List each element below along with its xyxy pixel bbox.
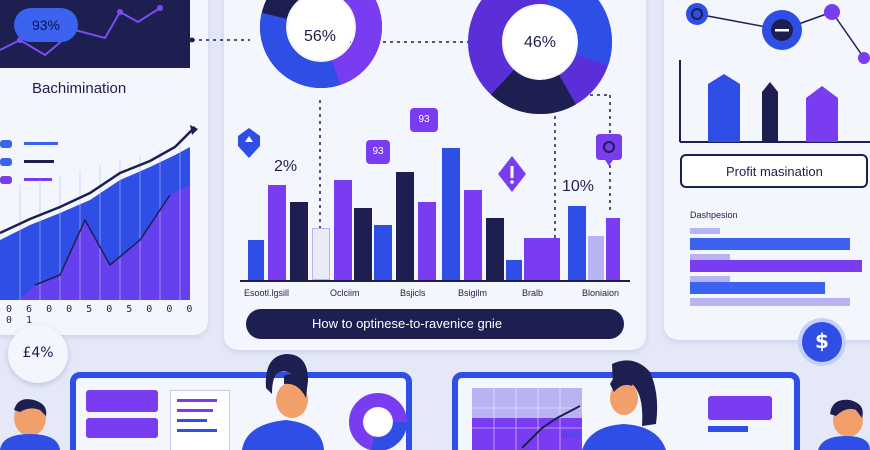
bar: [354, 208, 372, 280]
x-label: Esootl.lgsill: [244, 288, 290, 298]
line: [177, 409, 213, 412]
list-bar: [690, 298, 850, 306]
bar: [524, 238, 560, 280]
right-title-card: Profit masination: [680, 154, 868, 188]
left-header-strip: Bachimination: [0, 68, 190, 108]
center-banner-text: How to optinese-to-ravenice gnie: [312, 316, 503, 331]
bar: [506, 260, 522, 280]
bar: [248, 240, 264, 280]
annotation-right: 10%: [562, 178, 595, 195]
person-left-edge: [0, 399, 60, 450]
bar: [568, 206, 586, 280]
x-label: Bsjicls: [400, 288, 426, 298]
center-bar-chart: [240, 140, 630, 280]
list-bar: [690, 282, 825, 294]
monitor-left-donut: [349, 393, 407, 450]
left-legend: [0, 140, 80, 200]
monitor-right-block: [708, 426, 748, 432]
shield-marker-icon: [238, 128, 260, 158]
bar: [334, 180, 352, 280]
bar: [290, 202, 308, 280]
monitor-left-block: [86, 418, 158, 438]
legend-swatch: [0, 140, 12, 148]
callout-b: 93: [410, 108, 438, 132]
legend-swatch: [0, 158, 12, 166]
center-chart-baseline: [240, 280, 630, 282]
list-bar: [690, 276, 730, 282]
legend-line: [24, 160, 54, 163]
right-list: [690, 228, 870, 308]
x-label: Bloniaion: [582, 288, 620, 298]
x-label: Bralb: [522, 288, 544, 298]
person-center-man: [242, 354, 324, 450]
bar: [606, 218, 620, 280]
left-x-ticks: 0 6 0 0 5 0 5 0 0 0 0 1: [6, 304, 197, 326]
left-badge: 93%: [14, 8, 78, 42]
legend-line: [24, 142, 58, 145]
left-header-title: Bachimination: [32, 80, 127, 97]
right-bar-chart: [679, 60, 870, 143]
line: [177, 399, 217, 402]
bar: [464, 190, 482, 280]
list-bar: [690, 254, 730, 260]
bar: [374, 225, 392, 280]
bar: [268, 185, 286, 280]
warning-marker-icon: [498, 156, 526, 192]
list-bar: [690, 238, 850, 250]
dollar-icon: $: [802, 322, 842, 362]
monitor-left-block: [86, 390, 158, 412]
list-bar: [690, 260, 862, 272]
monitor-right-block: [708, 396, 772, 420]
callout-a: 93: [366, 140, 390, 164]
bar: [396, 172, 414, 280]
right-list-title: Dashpesion: [690, 210, 738, 220]
monitor-left-lines: [170, 390, 230, 450]
left-header-sparkline: [0, 5, 163, 57]
donut-left-value: 56%: [303, 28, 337, 45]
donut-left: [260, 0, 382, 88]
callout-b-value: 93: [418, 114, 430, 125]
bar: [312, 228, 330, 280]
right-network: [686, 3, 870, 64]
legend-line: [24, 178, 52, 181]
center-banner: How to optinese-to-ravenice gnie: [246, 309, 624, 339]
bar: [588, 236, 604, 280]
right-title: Profit masination: [726, 164, 823, 179]
bar: [418, 202, 436, 280]
bar: [442, 148, 460, 280]
line: [177, 429, 217, 432]
monitor-left: [70, 372, 412, 450]
list-bar: [690, 228, 720, 234]
legend-swatch: [0, 176, 12, 184]
person-center-woman: [582, 360, 666, 450]
monitor-right-label: 890: [562, 430, 581, 441]
pin-marker-icon: [596, 134, 622, 166]
left-growth-chart: [0, 125, 198, 300]
line: [177, 419, 207, 422]
monitor-right-chart: [472, 388, 582, 450]
left-header-card: 93% Bachimination: [0, 0, 190, 108]
percent-chip-value: £4%: [22, 345, 54, 361]
annotation-left: 2%: [274, 158, 298, 175]
person-right-edge: [818, 399, 870, 450]
donut-right: [468, 0, 612, 114]
dollar-glyph: $: [815, 329, 829, 353]
callout-a-value: 93: [372, 146, 384, 157]
x-label: Oclciim: [330, 288, 360, 298]
percent-chip: £4%: [8, 325, 68, 383]
donut-right-value: 46%: [523, 34, 557, 51]
bar: [486, 218, 504, 280]
x-label: Bsigilm: [458, 288, 488, 298]
